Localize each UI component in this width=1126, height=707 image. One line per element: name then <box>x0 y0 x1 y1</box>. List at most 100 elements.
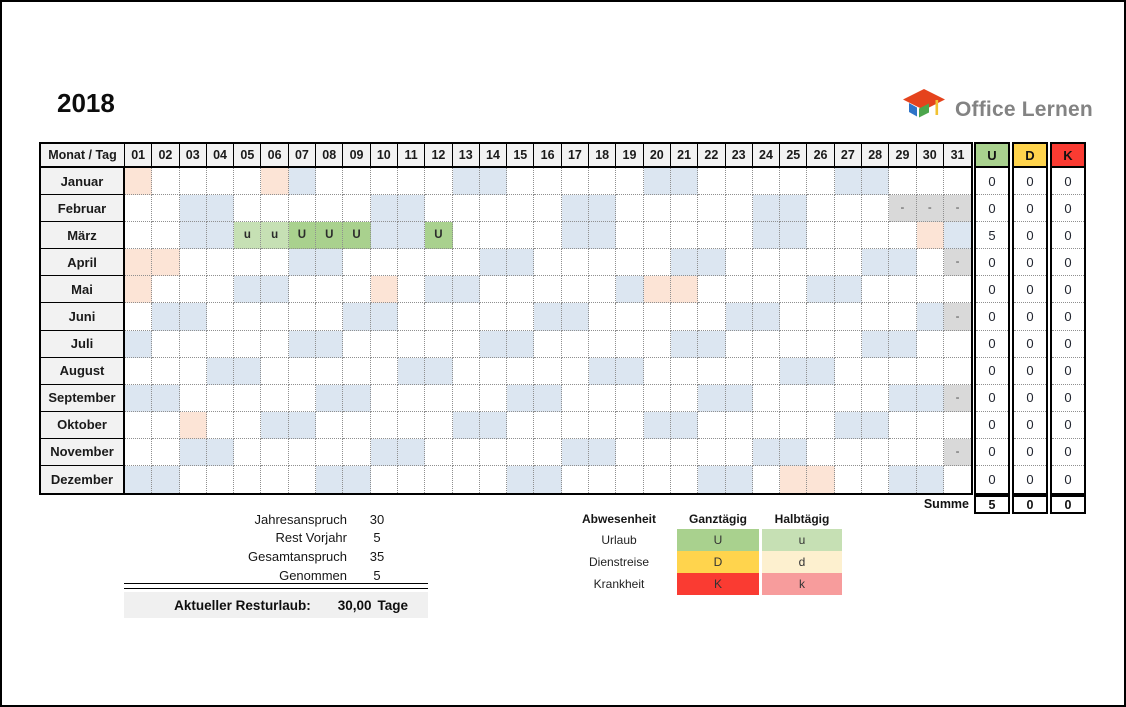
day-cell-juli-23[interactable] <box>725 330 753 358</box>
day-cell-februar-27[interactable] <box>834 195 863 223</box>
day-cell-juli-13[interactable] <box>452 330 480 358</box>
day-cell-januar-02[interactable] <box>152 168 180 196</box>
day-cell-oktober-22[interactable] <box>698 411 726 439</box>
day-cell-dezember-22[interactable] <box>698 466 726 494</box>
day-cell-oktober-12[interactable] <box>425 411 453 439</box>
day-cell-november-30[interactable] <box>916 438 944 467</box>
day-cell-juni-26[interactable] <box>807 303 835 331</box>
day-cell-januar-21[interactable] <box>670 168 699 196</box>
day-cell-februar-21[interactable] <box>670 195 699 223</box>
day-cell-oktober-06[interactable] <box>261 411 289 439</box>
day-cell-dezember-03[interactable] <box>180 466 207 494</box>
day-cell-november-16[interactable] <box>534 438 562 467</box>
day-cell-september-03[interactable] <box>179 384 207 412</box>
day-cell-juni-13[interactable] <box>452 303 480 331</box>
day-cell-januar-16[interactable] <box>534 168 562 196</box>
day-cell-januar-22[interactable] <box>698 168 726 196</box>
day-cell-februar-24[interactable] <box>752 195 781 223</box>
day-cell-september-11[interactable] <box>397 384 426 412</box>
day-cell-juni-25[interactable] <box>780 303 808 331</box>
day-cell-m-rz-05[interactable]: u <box>234 222 262 250</box>
day-cell-august-07[interactable] <box>288 357 317 385</box>
day-cell-dezember-12[interactable] <box>425 466 453 494</box>
day-cell-august-06[interactable] <box>261 357 289 385</box>
day-cell-oktober-27[interactable] <box>834 411 863 439</box>
day-cell-april-15[interactable] <box>507 249 535 277</box>
day-cell-dezember-17[interactable] <box>562 466 590 494</box>
day-cell-april-23[interactable] <box>725 249 753 277</box>
day-cell-april-30[interactable] <box>916 249 944 277</box>
day-cell-mai-13[interactable] <box>452 276 480 304</box>
day-cell-november-28[interactable] <box>862 438 890 467</box>
day-cell-juni-06[interactable] <box>261 303 289 331</box>
day-cell-juli-25[interactable] <box>780 330 808 358</box>
day-cell-m-rz-16[interactable] <box>534 222 562 250</box>
day-cell-februar-23[interactable] <box>725 195 753 223</box>
day-cell-m-rz-26[interactable] <box>807 222 835 250</box>
day-cell-september-17[interactable] <box>561 384 590 412</box>
day-cell-dezember-08[interactable] <box>316 466 344 494</box>
day-cell-september-29[interactable] <box>889 384 917 412</box>
day-cell-september-13[interactable] <box>452 384 480 412</box>
day-cell-november-17[interactable] <box>561 438 590 467</box>
day-cell-juli-29[interactable] <box>889 330 917 358</box>
day-cell-mai-03[interactable] <box>179 276 207 304</box>
day-cell-oktober-21[interactable] <box>670 411 699 439</box>
day-cell-januar-19[interactable] <box>616 168 644 196</box>
day-cell-mai-27[interactable] <box>834 276 863 304</box>
day-cell-oktober-18[interactable] <box>589 411 617 439</box>
day-cell-dezember-29[interactable] <box>889 466 917 494</box>
day-cell-september-06[interactable] <box>261 384 289 412</box>
day-cell-oktober-16[interactable] <box>534 411 562 439</box>
day-cell-april-11[interactable] <box>397 249 426 277</box>
day-cell-mai-14[interactable] <box>479 276 508 304</box>
day-cell-februar-10[interactable] <box>370 195 398 223</box>
day-cell-juni-04[interactable] <box>206 303 235 331</box>
day-cell-m-rz-18[interactable] <box>589 222 617 250</box>
day-cell-august-08[interactable] <box>316 357 344 385</box>
day-cell-mai-15[interactable] <box>507 276 535 304</box>
day-cell-september-21[interactable] <box>670 384 699 412</box>
day-cell-juni-24[interactable] <box>752 303 781 331</box>
day-cell-juli-11[interactable] <box>397 330 426 358</box>
day-cell-august-28[interactable] <box>862 357 890 385</box>
day-cell-august-10[interactable] <box>370 357 398 385</box>
day-cell-november-18[interactable] <box>589 438 617 467</box>
day-cell-juli-27[interactable] <box>834 330 863 358</box>
day-cell-juni-21[interactable] <box>670 303 699 331</box>
day-cell-november-05[interactable] <box>234 438 262 467</box>
day-cell-dezember-02[interactable] <box>152 466 180 494</box>
day-cell-september-15[interactable] <box>507 384 535 412</box>
day-cell-februar-12[interactable] <box>425 195 453 223</box>
day-cell-januar-20[interactable] <box>643 168 671 196</box>
day-cell-april-26[interactable] <box>807 249 835 277</box>
day-cell-november-23[interactable] <box>725 438 753 467</box>
day-cell-m-rz-12[interactable]: U <box>425 222 453 250</box>
day-cell-m-rz-02[interactable] <box>152 222 180 250</box>
day-cell-juli-19[interactable] <box>616 330 644 358</box>
day-cell-september-26[interactable] <box>807 384 835 412</box>
day-cell-dezember-28[interactable] <box>862 466 890 494</box>
day-cell-august-02[interactable] <box>152 357 180 385</box>
day-cell-m-rz-14[interactable] <box>479 222 508 250</box>
day-cell-august-14[interactable] <box>479 357 508 385</box>
day-cell-juni-20[interactable] <box>643 303 671 331</box>
day-cell-m-rz-08[interactable]: U <box>316 222 344 250</box>
day-cell-oktober-19[interactable] <box>616 411 644 439</box>
entitlement-value[interactable]: 30 <box>369 511 385 527</box>
day-cell-september-31[interactable]: - <box>943 384 972 412</box>
day-cell-november-24[interactable] <box>752 438 781 467</box>
day-cell-februar-01[interactable] <box>125 195 153 223</box>
day-cell-mai-24[interactable] <box>752 276 781 304</box>
day-cell-februar-26[interactable] <box>807 195 835 223</box>
day-cell-september-12[interactable] <box>425 384 453 412</box>
day-cell-m-rz-29[interactable] <box>889 222 917 250</box>
day-cell-november-03[interactable] <box>179 438 207 467</box>
day-cell-august-16[interactable] <box>534 357 562 385</box>
day-cell-juni-30[interactable] <box>916 303 944 331</box>
day-cell-juli-09[interactable] <box>343 330 371 358</box>
day-cell-oktober-01[interactable] <box>125 411 153 439</box>
day-cell-juni-18[interactable] <box>589 303 617 331</box>
day-cell-oktober-23[interactable] <box>725 411 753 439</box>
day-cell-juli-05[interactable] <box>234 330 262 358</box>
